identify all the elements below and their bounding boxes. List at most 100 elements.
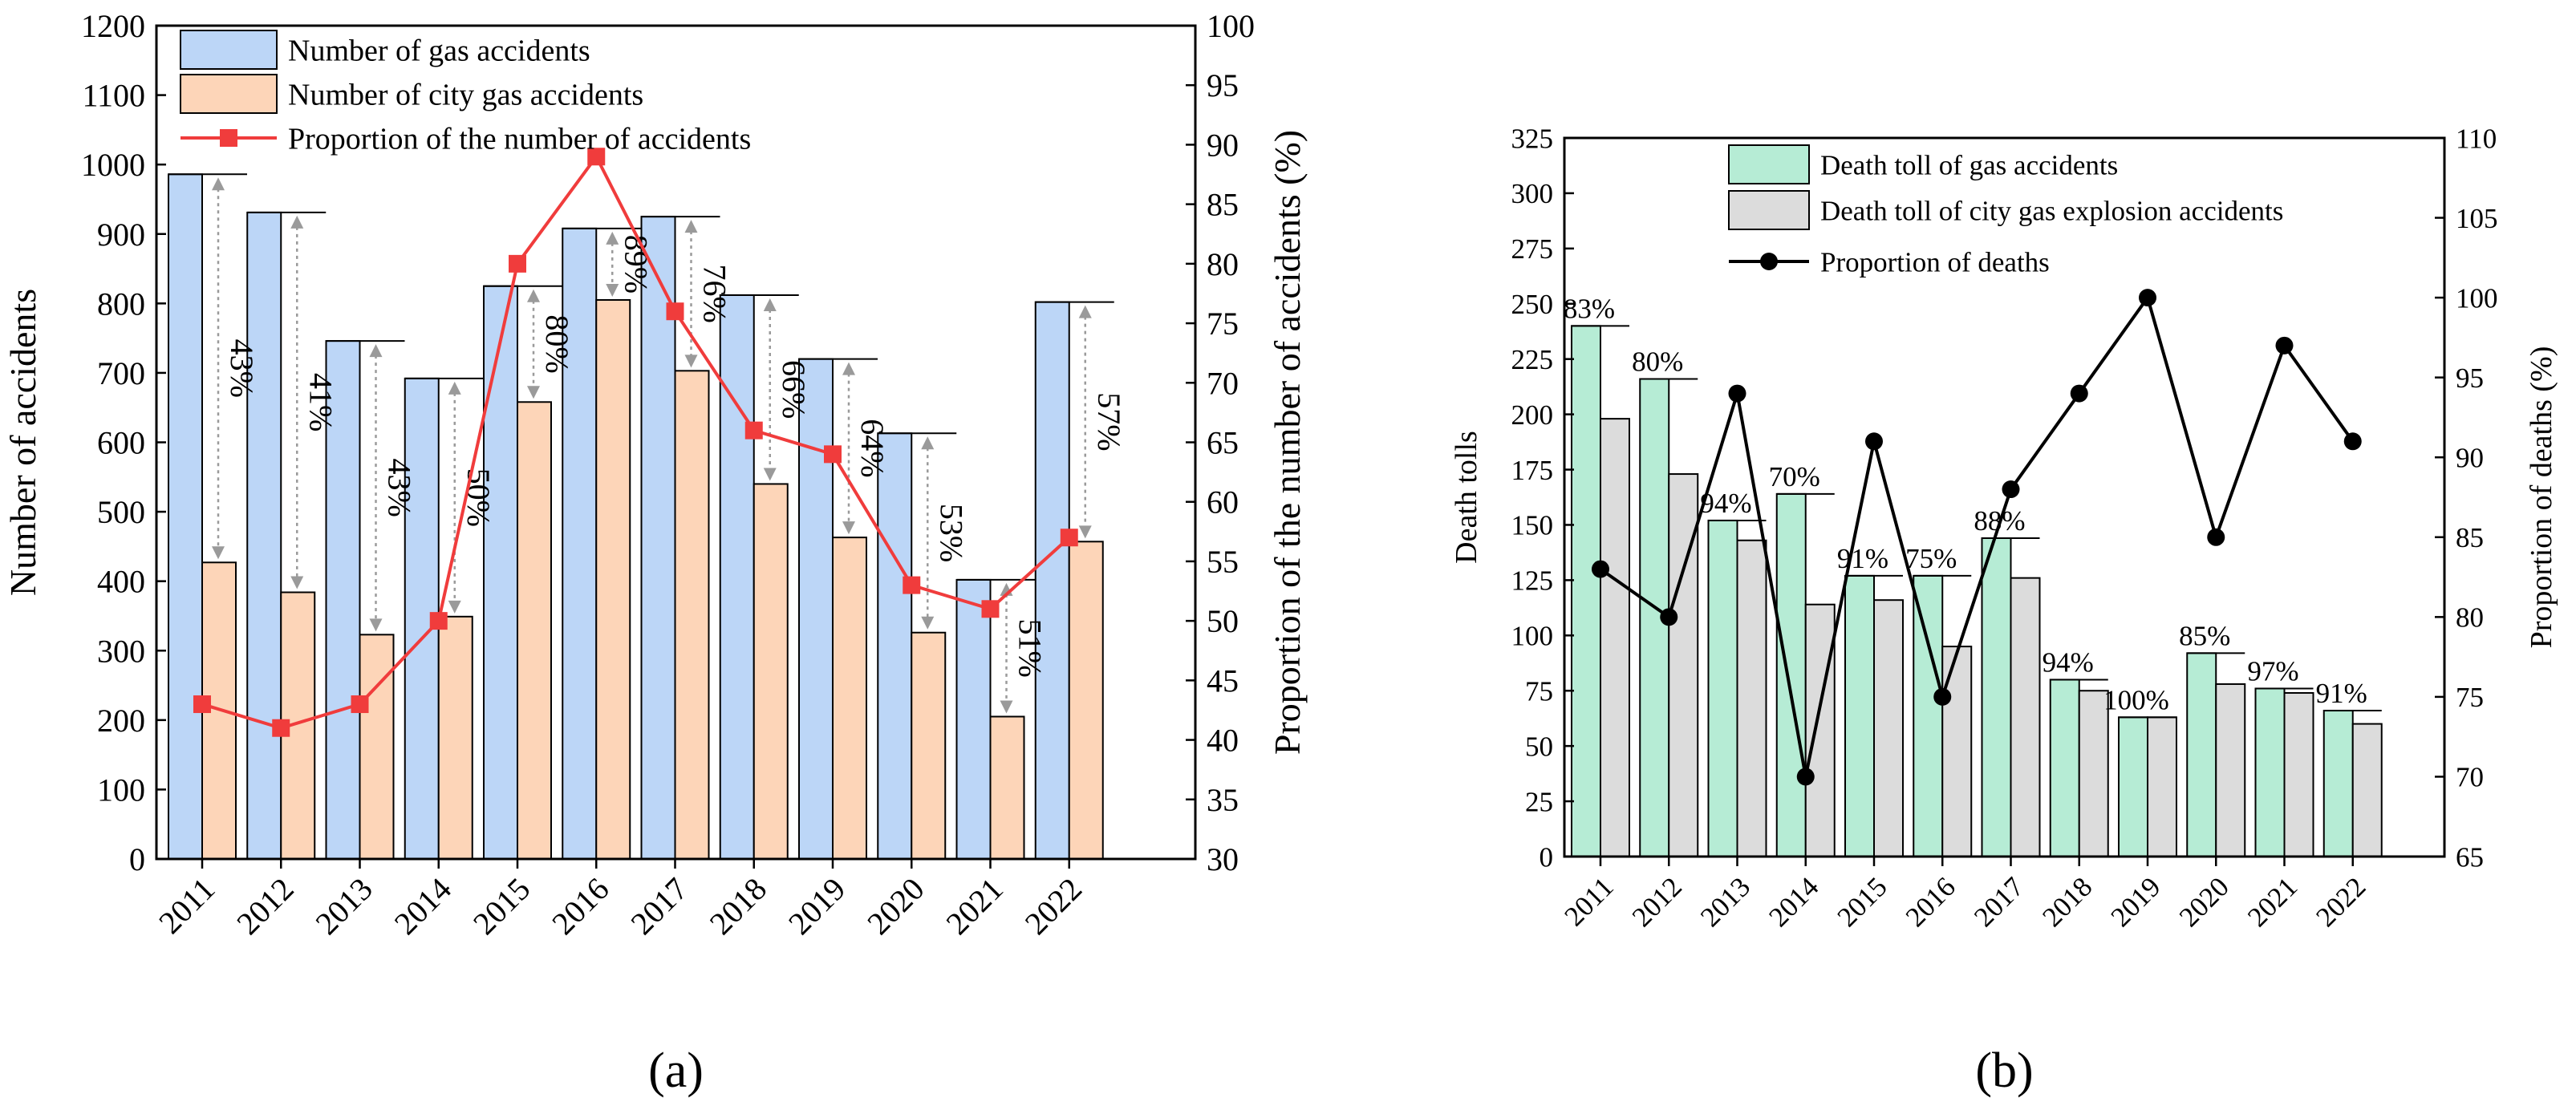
ratio-arrow-head-up-2012 [290, 215, 304, 229]
proportion-line [1599, 294, 2355, 777]
ratio-arrow-head-up-2017 [684, 220, 698, 233]
y-tick-label: 125 [1511, 565, 1554, 597]
y2-tick-label: 50 [1207, 603, 1239, 639]
ratio-label-2016: 89% [618, 235, 654, 294]
bar-death-gas-2019 [2118, 716, 2148, 857]
ratio-arrow-head-down-2021 [1000, 700, 1013, 714]
proportion-marker-2021 [981, 600, 1000, 618]
x-tick-label-2015: 2015 [1832, 871, 1893, 933]
legend-label-0: Death toll of gas accidents [1820, 149, 2118, 180]
proportion-marker-2015 [509, 254, 526, 273]
proportion-marker-2017 [666, 302, 684, 321]
y-tick-label: 700 [97, 355, 145, 391]
y2-tick-label: 100 [2456, 282, 2498, 314]
x-tick-label-2012: 2012 [1626, 871, 1688, 933]
proportion-marker-2018 [744, 421, 763, 440]
y-tick-label: 225 [1511, 344, 1554, 375]
x-tick-label-2019: 2019 [781, 871, 852, 942]
death-ratio-label-2021: 97% [2247, 655, 2298, 687]
y-tick-label: 1000 [81, 147, 145, 183]
plot-frame [1563, 136, 2446, 858]
y-tick-label: 900 [97, 217, 145, 253]
death-ratio-label-2018: 94% [2043, 646, 2094, 678]
y2-tick-label: 35 [1207, 782, 1239, 818]
proportion-marker-2020 [2207, 528, 2225, 546]
bar-death-city-gas-2013 [1736, 539, 1767, 857]
y-tick-label: 75 [1525, 675, 1553, 707]
ratio-label-2019: 64% [854, 419, 890, 477]
x-tick-label-2011: 2011 [152, 871, 221, 941]
y-tick-label: 100 [97, 772, 145, 808]
bar-death-gas-2022 [2322, 710, 2354, 858]
legend-swatch-0 [1728, 144, 1810, 184]
bar-death-city-gas-2011 [1600, 418, 1630, 857]
y-tick-label: 250 [1511, 289, 1554, 320]
x-tick-label-2020: 2020 [860, 871, 931, 942]
bar-death-city-gas-2019 [2147, 716, 2177, 857]
bar-death-city-gas-2021 [2283, 691, 2314, 857]
y-tick-label: 50 [1525, 731, 1553, 762]
ratio-arrow-head-down-2017 [684, 354, 698, 368]
y-tick-label: 300 [97, 633, 145, 669]
ratio-arrow-head-down-2014 [448, 600, 461, 614]
bar-death-gas-2013 [1707, 519, 1738, 857]
death-ratio-label-2015: 91% [1837, 543, 1888, 574]
ratio-arrow-head-up-2018 [763, 298, 777, 311]
y2-tick-label: 75 [2456, 682, 2484, 713]
bar-city-gas-2014 [437, 615, 473, 860]
y-tick-label: 1200 [81, 8, 145, 44]
bar-gas-2018 [719, 294, 755, 860]
y2-tick-label: 85 [2456, 522, 2484, 553]
ratio-arrow-head-down-2018 [763, 468, 777, 481]
bar-city-gas-2015 [517, 401, 552, 860]
ratio-arrow-head-down-2011 [212, 546, 225, 560]
bar-death-city-gas-2014 [1804, 603, 1836, 857]
proportion-marker-2014 [1796, 768, 1815, 786]
proportion-marker-2022 [2343, 432, 2362, 451]
proportion-marker-2017 [2002, 480, 2020, 499]
legend: Death toll of gas accidents Death toll of… [1728, 144, 2283, 277]
proportion-marker-2018 [2070, 384, 2088, 403]
ratio-arrow-head-up-2014 [448, 381, 461, 395]
legend-marker-2 [220, 129, 237, 147]
ratio-label-2017: 76% [697, 265, 733, 323]
y-tick-label: 300 [1511, 178, 1554, 209]
ratio-arrow-head-down-2012 [290, 576, 304, 589]
x-tick-label-2011: 2011 [1558, 871, 1619, 932]
ratio-arrow-head-down-2022 [1078, 525, 1092, 539]
bar-death-gas-2020 [2186, 652, 2217, 858]
y-tick-label: 200 [97, 703, 145, 739]
y-tick-label: 600 [97, 425, 145, 461]
ratio-label-2021: 51% [1012, 619, 1049, 678]
bar-gas-2019 [798, 358, 834, 861]
bar-gas-2011 [168, 173, 203, 860]
proportion-marker-2022 [1060, 529, 1078, 547]
ratio-arrow-head-down-2013 [369, 618, 383, 632]
death-ratio-label-2012: 80% [1632, 346, 1683, 378]
bar-gas-2012 [246, 211, 282, 860]
bar-gas-2015 [483, 285, 518, 860]
death-ratio-label-2020: 85% [2179, 620, 2230, 651]
death-ratio-label-2014: 70% [1769, 461, 1820, 492]
proportion-marker-2011 [193, 695, 211, 714]
y2-tick-label: 55 [1207, 544, 1239, 580]
y-tick-label: 100 [1511, 621, 1554, 652]
bar-city-gas-2021 [989, 715, 1025, 860]
death-ratio-label-2013: 94% [1700, 488, 1751, 519]
bar-gas-2021 [955, 578, 992, 860]
y2-tick-label: 110 [2456, 123, 2497, 154]
bar-death-gas-2021 [2254, 687, 2286, 857]
x-tick-label-2013: 2013 [1694, 871, 1756, 933]
bar-death-gas-2018 [2049, 679, 2080, 858]
ratio-arrow-head-up-2011 [212, 177, 225, 191]
x-tick-label-2017: 2017 [1968, 871, 2030, 933]
ratio-arrow-head-up-2016 [606, 231, 619, 245]
y2-tick-label: 95 [1207, 67, 1239, 103]
ratio-arrow-head-down-2019 [842, 521, 855, 535]
ratio-label-2015: 80% [539, 314, 575, 373]
x-tick-label-2021: 2021 [2241, 871, 2303, 933]
panel-label: (b) [1975, 1043, 2033, 1098]
y2-tick-label: 100 [1207, 8, 1255, 44]
y2-tick-label: 65 [2456, 841, 2484, 873]
panel-a: 43%41%43% 50%80%89%76%66%64%53%51%57%0100… [2, 8, 1308, 1098]
